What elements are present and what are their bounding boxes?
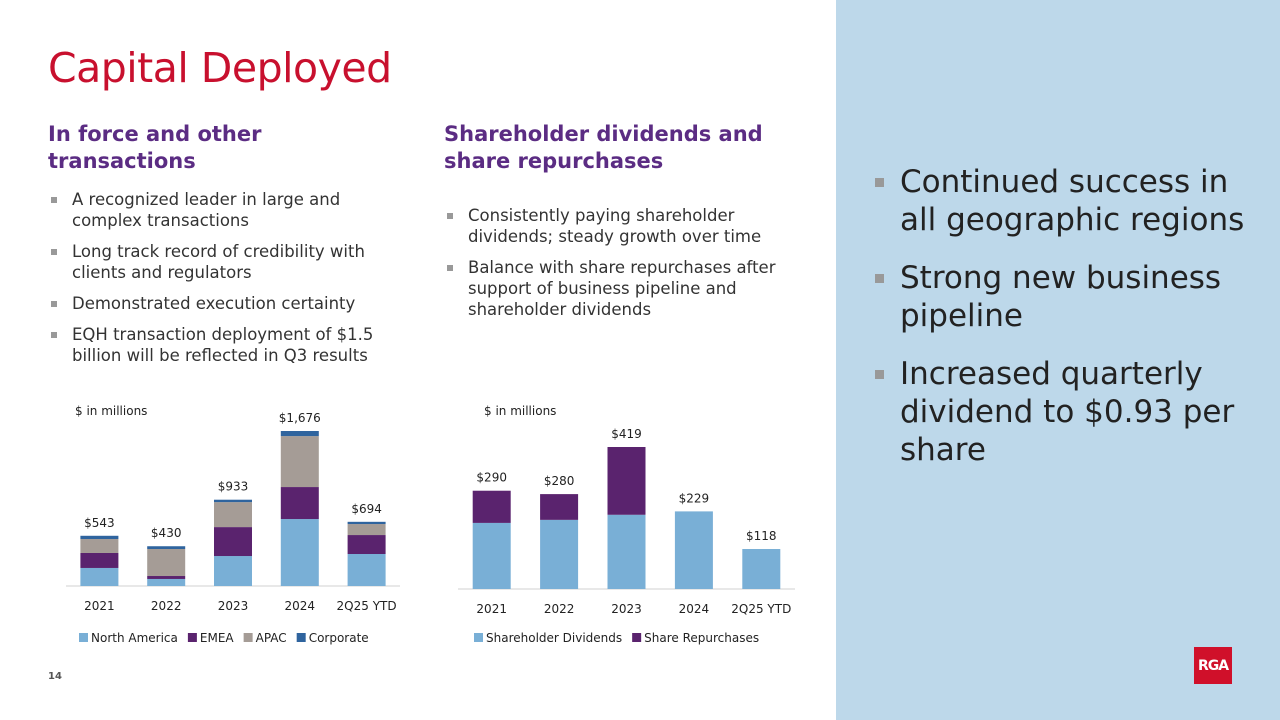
- bullet: A recognized leader in large and complex…: [48, 189, 408, 231]
- x-tick-label: 2021: [84, 599, 115, 613]
- left-bullets: A recognized leader in large and complex…: [48, 189, 408, 376]
- bar-apac: [280, 436, 319, 488]
- data-label: $933: [218, 480, 249, 494]
- bar-apac: [147, 549, 186, 577]
- unit-note: $ in millions: [75, 404, 147, 418]
- bar-emea: [80, 552, 119, 568]
- bar-corporate: [347, 521, 386, 525]
- bar-north-america: [347, 554, 386, 586]
- bar-shareholder-dividends: [742, 549, 781, 589]
- legend-swatch: [243, 633, 253, 642]
- legend-label: Shareholder Dividends: [486, 631, 622, 645]
- highlight: Increased quarterly dividend to $0.93 pe…: [872, 355, 1262, 469]
- bar-north-america: [80, 567, 119, 586]
- legend-label: North America: [91, 631, 178, 645]
- data-label: $118: [746, 529, 777, 543]
- bar-emea: [147, 576, 186, 579]
- bar-corporate: [80, 535, 119, 540]
- bar-corporate: [280, 431, 319, 437]
- bar-apac: [80, 539, 119, 553]
- legend-label: Share Repurchases: [644, 631, 759, 645]
- data-label: $280: [544, 474, 575, 488]
- legend-swatch: [187, 633, 197, 642]
- page-title: Capital Deployed: [48, 44, 392, 92]
- x-tick-label: 2022: [544, 602, 575, 616]
- middle-heading: Shareholder dividends and share repurcha…: [444, 122, 763, 173]
- left-heading: In force and other transactions: [48, 122, 262, 173]
- data-label: $430: [151, 526, 182, 540]
- data-label: $694: [351, 502, 382, 516]
- bar-share-repurchases: [540, 494, 579, 520]
- bar-north-america: [280, 519, 319, 586]
- x-tick-label: 2021: [476, 602, 507, 616]
- capital-deployed-chart: $ in millions $543 2021 $430 2022 $933 2023 $1,…: [66, 404, 400, 645]
- highlight: Strong new business pipeline: [872, 259, 1262, 335]
- bar-share-repurchases: [472, 490, 511, 523]
- x-tick-label: 2022: [151, 599, 182, 613]
- bullet: Long track record of credibility with cl…: [48, 241, 408, 283]
- legend-label: Corporate: [309, 631, 369, 645]
- bar-shareholder-dividends: [607, 514, 646, 589]
- highlight: Continued success in all geographic regi…: [872, 163, 1262, 239]
- bar-north-america: [214, 556, 252, 586]
- unit-note: $ in millions: [484, 404, 556, 418]
- x-tick-label: 2024: [285, 599, 316, 613]
- bar-shareholder-dividends: [472, 522, 511, 589]
- bar-shareholder-dividends: [540, 519, 579, 589]
- legend-swatch: [296, 633, 306, 642]
- bullet: Balance with share repurchases after sup…: [444, 257, 804, 320]
- data-label: $543: [84, 516, 115, 530]
- legend-swatch: [632, 633, 642, 642]
- data-label: $229: [679, 491, 710, 505]
- highlights-panel: Continued success in all geographic regi…: [836, 0, 1280, 720]
- bar-north-america: [147, 578, 186, 586]
- data-label: $290: [476, 471, 507, 485]
- legend-swatch: [79, 633, 88, 642]
- x-tick-label: 2023: [218, 599, 249, 613]
- middle-bullets: Consistently paying shareholder dividend…: [444, 205, 804, 330]
- legend-label: APAC: [256, 631, 287, 645]
- legend-swatch: [474, 633, 483, 642]
- bar-emea: [280, 487, 319, 520]
- page-number: 14: [48, 671, 62, 682]
- bar-shareholder-dividends: [674, 511, 713, 589]
- bullet: Consistently paying shareholder dividend…: [444, 205, 804, 247]
- bar-corporate: [214, 499, 252, 503]
- data-label: $1,676: [279, 411, 321, 425]
- dividends-chart: $ in millions $290 2021 $280 2022 $419 2023 $22…: [458, 404, 795, 645]
- x-tick-label: 2Q25 YTD: [337, 599, 397, 613]
- x-tick-label: 2023: [611, 602, 642, 616]
- legend-label: EMEA: [200, 631, 235, 645]
- rga-logo: RGA: [1194, 647, 1232, 684]
- bar-emea: [214, 527, 252, 557]
- data-label: $419: [611, 427, 642, 441]
- bar-emea: [347, 535, 386, 555]
- bar-apac: [347, 524, 386, 536]
- bar-corporate: [147, 546, 186, 550]
- x-tick-label: 2024: [679, 602, 710, 616]
- bar-share-repurchases: [607, 447, 646, 515]
- x-tick-label: 2Q25 YTD: [731, 602, 791, 616]
- bullet: Demonstrated execution certainty: [48, 293, 408, 314]
- bullet: EQH transaction deployment of $1.5 billi…: [48, 324, 408, 366]
- bar-apac: [214, 502, 252, 528]
